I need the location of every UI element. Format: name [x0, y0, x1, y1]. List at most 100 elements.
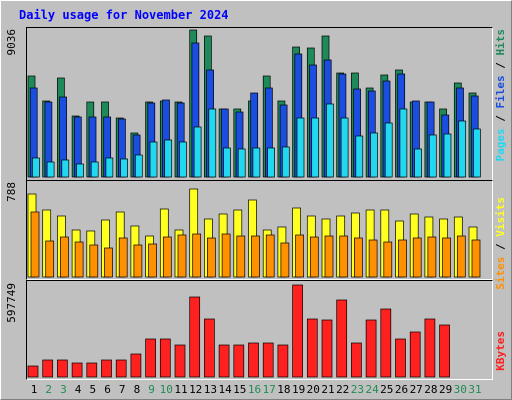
- pages-bar: [399, 108, 408, 178]
- sites-bar: [45, 240, 55, 278]
- sites-bar: [74, 241, 84, 278]
- pages-bar: [473, 128, 481, 178]
- sites-bar: [368, 239, 378, 278]
- x-tick-label: 4: [75, 383, 82, 396]
- kbytes-bar: [262, 342, 274, 378]
- x-tick-label: 13: [204, 383, 217, 396]
- pages-bar: [223, 147, 231, 178]
- sites-bar: [456, 235, 466, 278]
- kbytes-bar: [57, 359, 68, 378]
- kbytes-bar: [115, 359, 127, 378]
- x-tick-label: 5: [89, 383, 96, 396]
- kbytes-bar: [233, 344, 245, 378]
- sites-bar: [162, 236, 172, 278]
- pages-bar: [90, 161, 99, 178]
- x-tick-label: 11: [174, 383, 187, 396]
- sites-bar: [471, 239, 481, 278]
- pages-bar: [76, 163, 84, 178]
- kbytes-bar: [380, 308, 392, 378]
- kbytes-bar: [174, 344, 186, 378]
- sites-bar: [148, 243, 157, 278]
- pages-bar: [179, 141, 187, 178]
- kbytes-bar: [321, 319, 333, 378]
- x-tick-label: 26: [395, 383, 408, 396]
- kbytes-bar: [27, 365, 39, 378]
- x-tick-label: 7: [119, 383, 126, 396]
- x-tick-label: 10: [160, 383, 173, 396]
- sites-bar: [236, 235, 246, 278]
- kbytes-bar: [189, 296, 201, 378]
- sites-bar: [295, 234, 304, 278]
- pages-bar: [237, 148, 246, 178]
- pages-bar: [208, 108, 217, 178]
- sites-bar: [89, 244, 99, 278]
- x-tick-label: 20: [307, 383, 320, 396]
- sites-bar: [354, 237, 363, 278]
- kbytes-bar: [365, 319, 377, 378]
- pages-bar: [267, 147, 275, 178]
- kbytes-bar: [277, 344, 289, 378]
- sites-bar: [265, 234, 275, 278]
- x-tick-label: 16: [248, 383, 261, 396]
- sites-bar: [383, 241, 393, 278]
- pages-bar: [340, 117, 349, 178]
- kbytes-bar: [71, 362, 83, 378]
- pages-bar: [193, 126, 202, 178]
- kbytes-bar: [395, 338, 406, 378]
- pages-bar: [414, 148, 422, 178]
- x-tick-label: 15: [233, 383, 246, 396]
- kbytes-bar: [424, 318, 436, 378]
- pages-bar: [355, 135, 364, 178]
- pages-bar: [281, 146, 290, 178]
- kbytes-bar: [292, 284, 303, 378]
- kbytes-bar: [336, 299, 348, 378]
- sites-bar: [251, 235, 260, 278]
- x-tick-label: 23: [351, 383, 364, 396]
- x-tick-label: 21: [321, 383, 334, 396]
- sites-bar: [30, 211, 40, 278]
- sites-bar: [104, 247, 113, 278]
- sites-bar: [192, 233, 202, 278]
- kbytes-bar: [351, 342, 362, 378]
- sites-bar: [442, 237, 451, 278]
- kbytes-bar: [159, 338, 171, 378]
- x-tick-label: 18: [277, 383, 290, 396]
- pages-bar: [61, 159, 70, 178]
- kbytes-bar: [306, 318, 318, 378]
- sites-bar: [398, 239, 407, 278]
- x-tick-label: 17: [263, 383, 276, 396]
- sites-bar: [60, 236, 69, 278]
- pages-bar: [32, 157, 40, 178]
- pages-bar: [311, 117, 320, 178]
- pages-bar: [252, 147, 261, 178]
- sites-bar: [177, 234, 187, 278]
- sites-bar: [221, 233, 231, 278]
- kbytes-bar: [101, 359, 112, 378]
- x-tick-label: 24: [365, 383, 379, 396]
- kbytes-bar: [204, 318, 215, 378]
- kbytes-bar: [218, 344, 230, 378]
- pages-bar: [428, 134, 437, 178]
- pages-bar: [296, 117, 305, 178]
- sites-bar: [280, 242, 290, 278]
- x-tick-label: 12: [189, 383, 202, 396]
- pages-bar: [164, 139, 173, 178]
- pages-bar: [326, 103, 334, 178]
- x-tick-label: 28: [424, 383, 437, 396]
- x-tick-label: 25: [380, 383, 393, 396]
- x-tick-label: 1: [31, 383, 38, 396]
- x-tick-label: 8: [134, 383, 141, 396]
- x-tick-label: 27: [410, 383, 423, 396]
- sites-bar: [427, 236, 437, 278]
- x-tick-label: 3: [60, 383, 67, 396]
- sites-bar: [339, 235, 349, 278]
- x-tick-label: 6: [104, 383, 111, 396]
- kbytes-bar: [439, 324, 450, 378]
- kbytes-bar: [86, 362, 98, 378]
- sites-bar: [412, 237, 422, 278]
- x-tick-label: 9: [148, 383, 155, 396]
- kbytes-bar: [130, 353, 142, 378]
- kbytes-bar: [42, 359, 54, 378]
- pages-bar: [443, 133, 452, 178]
